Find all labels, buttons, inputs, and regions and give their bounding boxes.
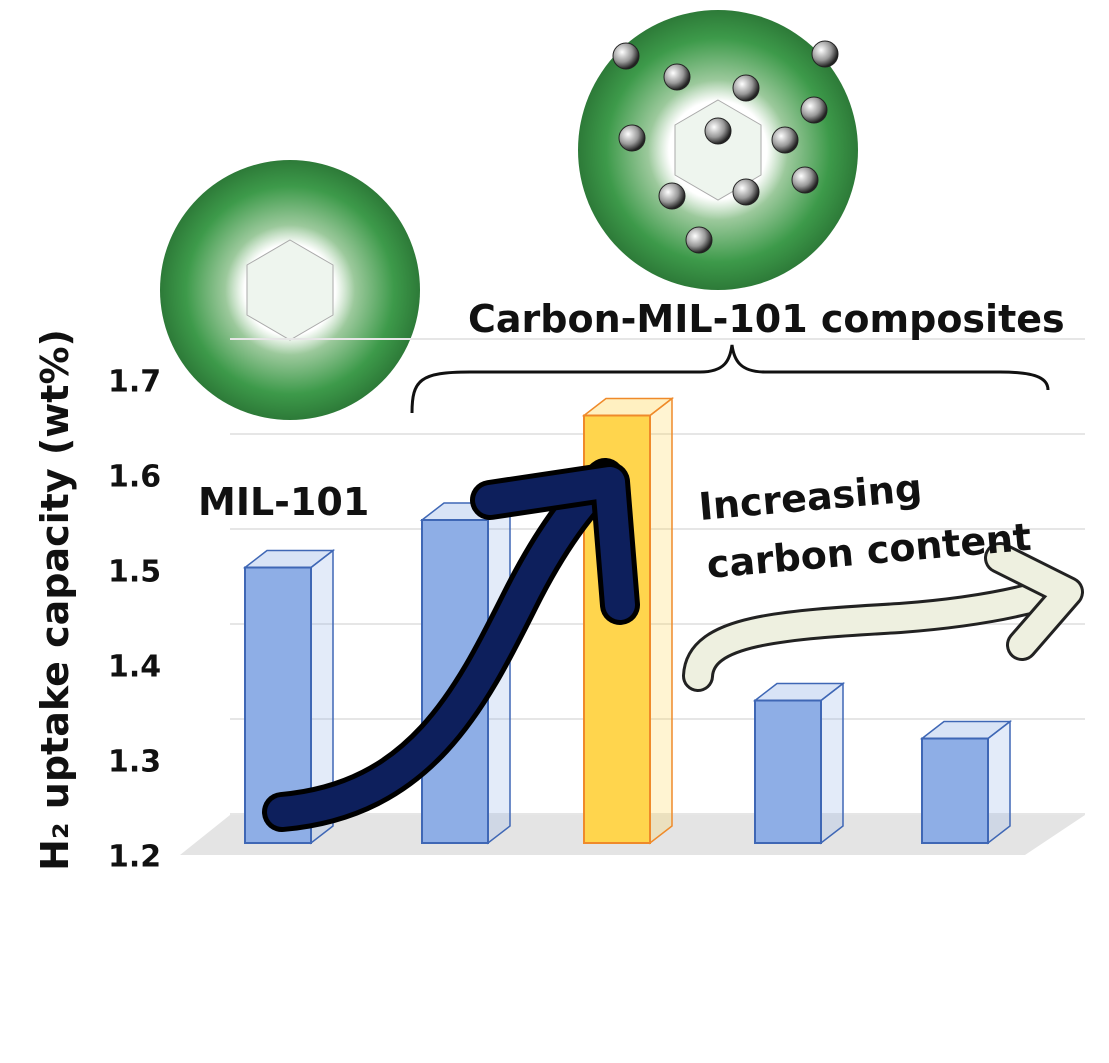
y-tick-label: 1.5 [108, 555, 161, 590]
bar-side [987, 719, 1011, 845]
carbon-arrow [685, 577, 1073, 689]
bar-group [919, 719, 1013, 845]
annotation: Carbon-MIL-101 composites [468, 297, 1065, 341]
annotation: MIL-101 [198, 480, 369, 524]
trend-arrow [267, 463, 620, 827]
bar-side [649, 396, 673, 845]
bar-group [752, 681, 846, 845]
y-tick-label: 1.3 [108, 745, 161, 780]
mof-left [160, 160, 420, 420]
y-axis-label: H₂ uptake capacity (wt%) [33, 329, 77, 871]
bar [754, 699, 822, 844]
bar [921, 737, 989, 844]
y-tick-label: 1.4 [108, 650, 161, 685]
y-tick-label: 1.7 [108, 365, 161, 400]
y-tick-label: 1.6 [108, 460, 161, 495]
arrow2-head [987, 545, 1081, 658]
annotation: carbon content [705, 515, 1033, 587]
mof-right [578, 10, 858, 290]
annotation: Increasing [697, 466, 924, 529]
brace [410, 344, 1050, 414]
y-tick-label: 1.2 [108, 840, 161, 875]
arrow-head [475, 467, 635, 620]
bar-side [820, 681, 844, 845]
